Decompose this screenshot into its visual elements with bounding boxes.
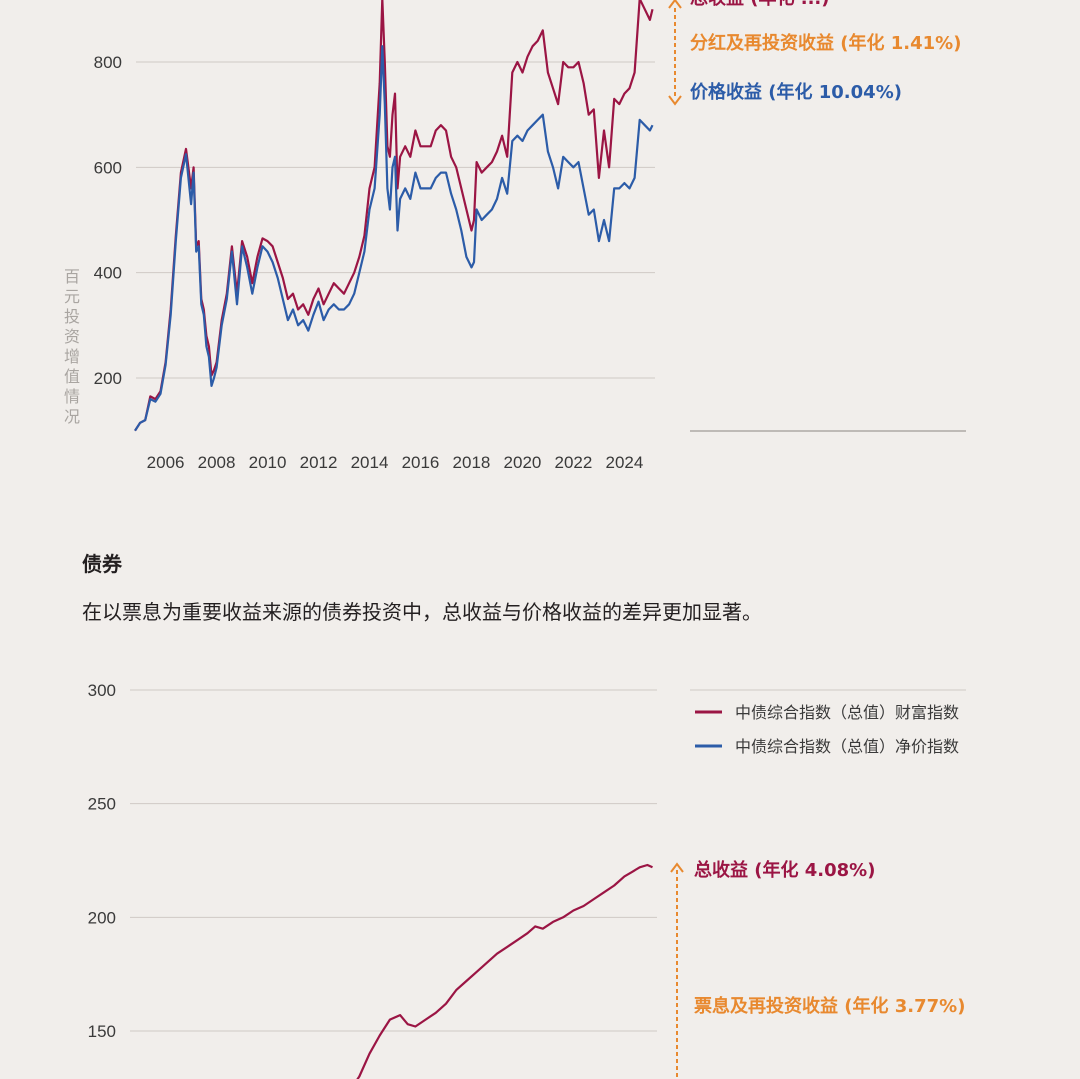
section-title: 债券 bbox=[82, 552, 122, 576]
annotation-arrow-up bbox=[670, 862, 684, 873]
series-line-price bbox=[134, 45, 654, 432]
y-axis-label-char: 百 bbox=[64, 267, 80, 286]
y-axis-label-char: 增 bbox=[64, 347, 80, 366]
section-description: 在以票息为重要收益来源的债券投资中，总收益与价格收益的差异更加显著。 bbox=[82, 600, 762, 624]
annotation-dividend: 票息及再投资收益 (年化 3.77%) bbox=[694, 995, 965, 1017]
x-tick-label: 2022 bbox=[555, 453, 593, 472]
x-tick-label: 2024 bbox=[605, 453, 643, 472]
y-axis-label-char: 元 bbox=[64, 287, 80, 306]
y-tick-label: 300 bbox=[88, 681, 116, 700]
x-tick-label: 2014 bbox=[351, 453, 389, 472]
annotation-price: 价格收益 (年化 10.04%) bbox=[690, 81, 902, 103]
y-tick-label: 600 bbox=[94, 158, 122, 177]
x-tick-label: 2020 bbox=[504, 453, 542, 472]
y-tick-label: 400 bbox=[94, 264, 122, 283]
series-line-total bbox=[356, 863, 653, 1079]
legend-label-price: 中债综合指数（总值）净价指数 bbox=[735, 737, 959, 756]
annotation-arrow-down bbox=[668, 95, 682, 106]
y-axis-label-char: 情 bbox=[64, 387, 80, 406]
y-tick-label: 200 bbox=[88, 908, 116, 927]
annotation-total: 总收益 (年化 4.08%) bbox=[694, 859, 875, 881]
x-tick-label: 2006 bbox=[147, 453, 185, 472]
x-tick-label: 2016 bbox=[402, 453, 440, 472]
y-axis-label-char: 资 bbox=[64, 327, 80, 346]
x-tick-label: 2010 bbox=[249, 453, 287, 472]
annotation-arrow-up bbox=[668, 0, 682, 9]
y-axis-label-char: 投 bbox=[64, 307, 80, 326]
annotation-dividend: 分红及再投资收益 (年化 1.41%) bbox=[690, 32, 961, 54]
y-tick-label: 800 bbox=[94, 53, 122, 72]
y-axis-label-char: 值 bbox=[64, 367, 80, 386]
y-tick-label: 200 bbox=[94, 369, 122, 388]
y-tick-label: 150 bbox=[88, 1022, 116, 1041]
stock-chart: 200 400 600 800 2006 2008 2010 2012 2014 2016 2018… bbox=[64, 0, 966, 472]
y-axis-label-char: 况 bbox=[64, 407, 80, 426]
x-tick-label: 2012 bbox=[300, 453, 338, 472]
y-tick-label: 250 bbox=[88, 795, 116, 814]
annotation-total: 总收益 (年化 ...) bbox=[690, 0, 830, 9]
legend-label-total: 中债综合指数（总值）财富指数 bbox=[735, 703, 959, 722]
x-tick-label: 2018 bbox=[453, 453, 491, 472]
x-tick-label: 2008 bbox=[198, 453, 236, 472]
